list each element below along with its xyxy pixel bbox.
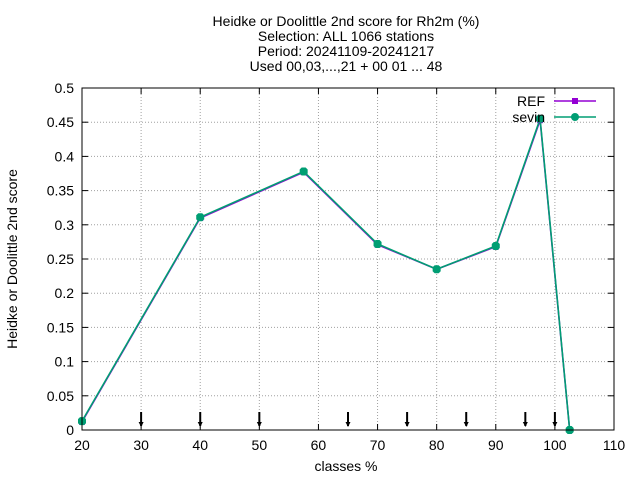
data-point-sevin bbox=[299, 167, 308, 176]
y-axis-label: Heidke or Doolittle 2nd score bbox=[4, 169, 20, 349]
x-tick-label: 30 bbox=[133, 437, 149, 453]
data-point-sevin bbox=[491, 242, 500, 251]
x-tick-label: 70 bbox=[370, 437, 386, 453]
class-boundary-markers bbox=[138, 412, 558, 427]
series-line-sevin bbox=[81, 118, 571, 431]
x-axis-label: classes % bbox=[314, 458, 377, 474]
class-boundary-arrow bbox=[404, 412, 410, 427]
class-boundary-arrow bbox=[522, 412, 528, 427]
title-line-3: Period: 20241109-20241217 bbox=[258, 43, 435, 59]
class-boundary-arrow bbox=[345, 412, 351, 427]
y-tick-label: 0.1 bbox=[55, 354, 75, 370]
x-tick-label: 110 bbox=[603, 437, 626, 453]
class-boundary-arrow bbox=[463, 412, 469, 427]
title-line-1: Heidke or Doolittle 2nd score for Rh2m (… bbox=[213, 13, 480, 29]
data-point-sevin bbox=[196, 213, 205, 222]
y-tick-label: 0.3 bbox=[55, 217, 75, 233]
y-tick-label: 0.45 bbox=[47, 114, 74, 130]
data-point-sevin bbox=[536, 114, 545, 123]
y-tick-label: 0.05 bbox=[47, 388, 74, 404]
data-point-sevin bbox=[432, 265, 441, 274]
x-tick-label: 50 bbox=[252, 437, 268, 453]
x-tick-label: 100 bbox=[543, 437, 567, 453]
y-tick-label: 0.15 bbox=[47, 319, 74, 335]
chart-title: Heidke or Doolittle 2nd score for Rh2m (… bbox=[213, 13, 480, 74]
x-axis-ticks: 20 30 40 50 60 70 80 90 100 110 bbox=[74, 88, 625, 453]
legend-label-sevin: sevin bbox=[512, 109, 545, 125]
y-tick-label: 0.5 bbox=[55, 80, 75, 96]
legend-swatch-marker-REF bbox=[572, 98, 578, 104]
x-tick-label: 20 bbox=[74, 437, 90, 453]
grid bbox=[82, 88, 614, 430]
legend-swatch-marker-sevin bbox=[571, 113, 579, 121]
data-point-sevin bbox=[373, 239, 382, 248]
series-line-REF bbox=[81, 119, 571, 431]
series-layer bbox=[78, 114, 574, 434]
x-tick-label: 60 bbox=[311, 437, 327, 453]
x-tick-label: 80 bbox=[429, 437, 445, 453]
y-tick-label: 0.35 bbox=[47, 183, 74, 199]
y-tick-label: 0.2 bbox=[55, 285, 75, 301]
x-tick-label: 40 bbox=[192, 437, 208, 453]
y-tick-label: 0.25 bbox=[47, 251, 74, 267]
y-axis-ticks: 0 0.05 0.1 0.15 0.2 0.25 0.3 0.35 0.4 0.45 0.5 bbox=[47, 80, 614, 438]
y-tick-label: 0 bbox=[66, 422, 74, 438]
title-line-4: Used 00,03,...,21 + 00 01 ... 48 bbox=[250, 58, 443, 74]
x-tick-label: 90 bbox=[488, 437, 504, 453]
title-line-2: Selection: ALL 1066 stations bbox=[258, 28, 434, 44]
y-tick-label: 0.4 bbox=[55, 148, 75, 164]
legend-label-REF: REF bbox=[517, 93, 545, 109]
